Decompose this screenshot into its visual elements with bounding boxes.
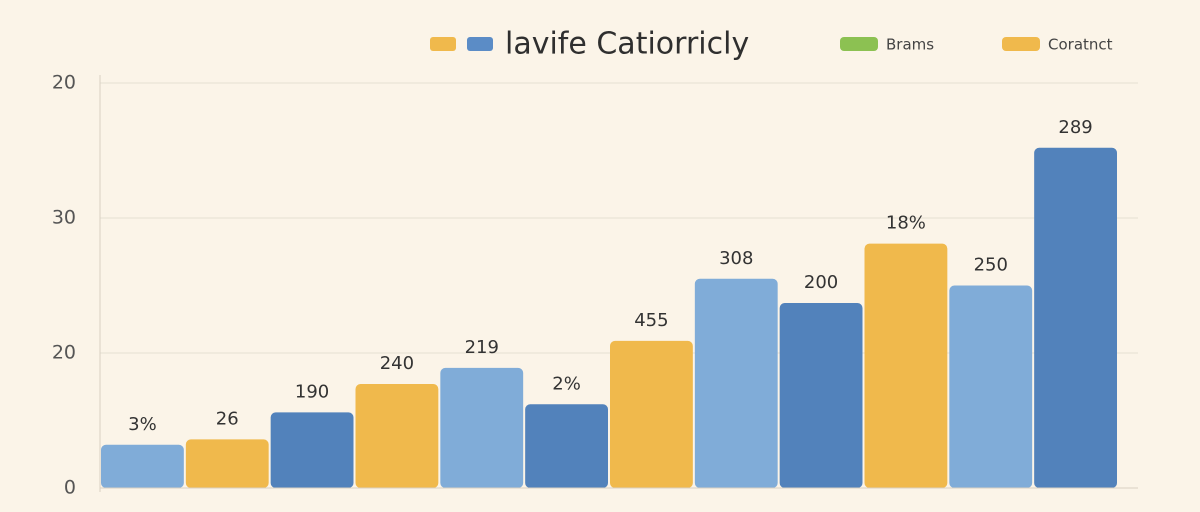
bar: [779, 303, 863, 488]
bar: [1034, 147, 1117, 489]
y-tick-label: 20: [52, 342, 76, 364]
y-tick-label: 20: [52, 72, 76, 94]
y-tick-label: 30: [52, 207, 76, 229]
bar: [101, 444, 184, 488]
data-label: 190: [295, 381, 329, 402]
bar: [355, 384, 439, 488]
title-swatch: [430, 37, 456, 51]
data-label: 240: [380, 353, 414, 374]
legend-label: Brams: [886, 36, 934, 54]
bar: [694, 278, 778, 488]
bar: [949, 285, 1033, 488]
legend-swatch: [840, 37, 878, 51]
data-label: 200: [804, 272, 838, 293]
bar: [270, 412, 354, 488]
chart-title: lavife Catiorricly: [505, 27, 749, 62]
data-label: 250: [974, 255, 1008, 276]
y-tick-label: 0: [64, 477, 76, 499]
data-label: 2%: [552, 373, 581, 394]
bar: [864, 243, 948, 488]
data-label: 26: [216, 408, 239, 429]
legend-label: Coratnct: [1048, 36, 1113, 54]
legend-swatch: [1002, 37, 1040, 51]
bar: [610, 340, 693, 488]
data-label: 219: [465, 337, 499, 358]
data-label: 3%: [128, 414, 157, 435]
data-label: 18%: [886, 213, 926, 234]
data-label: 455: [634, 310, 668, 331]
bar: [185, 439, 269, 488]
bar: [525, 404, 608, 488]
data-label: 289: [1058, 117, 1092, 138]
bar: [440, 367, 524, 488]
title-swatch: [467, 37, 493, 51]
data-label: 308: [719, 248, 753, 269]
